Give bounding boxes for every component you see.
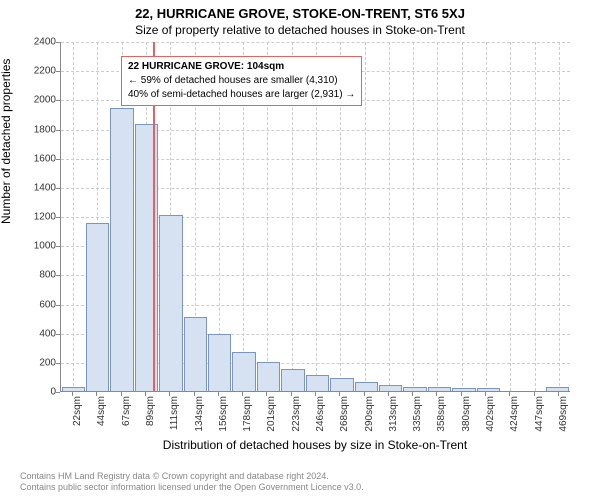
y-tick: 2000: [34, 95, 56, 106]
y-tick: 1800: [34, 124, 56, 135]
x-tick: 156sqm: [218, 396, 229, 432]
footer-line-1: Contains HM Land Registry data © Crown c…: [20, 471, 364, 483]
x-tick: 424sqm: [509, 396, 520, 432]
histogram-bar: [86, 223, 109, 391]
x-tick: 134sqm: [194, 396, 205, 432]
histogram-bar: [110, 108, 133, 391]
histogram-bar: [306, 375, 329, 391]
x-tick: 201sqm: [266, 396, 277, 432]
x-tick: 89sqm: [145, 396, 156, 426]
histogram-bar: [477, 388, 500, 391]
histogram-bar: [62, 387, 85, 391]
x-tick: 246sqm: [315, 396, 326, 432]
info-box-line-2: ← 59% of detached houses are smaller (4,…: [128, 74, 355, 88]
histogram-bar: [428, 387, 451, 391]
histogram-bar: [184, 317, 207, 391]
x-axis: 22sqm 44sqm 67sqm 89sqm 111sqm 134sqm 156sqm 17…: [60, 392, 570, 442]
histogram-bar: [208, 334, 231, 391]
x-tick: 268sqm: [339, 396, 350, 432]
y-tick: 1400: [34, 182, 56, 193]
y-tick: 2200: [34, 66, 56, 77]
histogram-bar: [330, 378, 353, 391]
x-tick: 44sqm: [96, 396, 107, 426]
y-axis: 0200400600800100012001400160018002000220…: [0, 42, 60, 392]
footer-line-2: Contains public sector information licen…: [20, 482, 364, 494]
y-tick: 600: [39, 299, 56, 310]
chart-area: 22 HURRICANE GROVE: 104sqm ← 59% of deta…: [60, 42, 570, 392]
info-box-line-1: 22 HURRICANE GROVE: 104sqm: [128, 60, 355, 74]
x-tick: 67sqm: [121, 396, 132, 426]
histogram-bar: [452, 388, 475, 391]
title-sub: Size of property relative to detached ho…: [0, 21, 600, 37]
footer-attribution: Contains HM Land Registry data © Crown c…: [20, 471, 364, 494]
y-tick: 1200: [34, 212, 56, 223]
y-tick: 2400: [34, 37, 56, 48]
histogram-bar: [257, 362, 280, 391]
x-tick: 178sqm: [242, 396, 253, 432]
x-tick: 447sqm: [534, 396, 545, 432]
y-tick: 1000: [34, 241, 56, 252]
x-tick: 335sqm: [412, 396, 423, 432]
y-tick: 400: [39, 328, 56, 339]
histogram-bar: [546, 387, 569, 391]
title-main: 22, HURRICANE GROVE, STOKE-ON-TRENT, ST6…: [0, 0, 600, 21]
info-box-line-3: 40% of semi-detached houses are larger (…: [128, 88, 355, 102]
histogram-bar: [281, 369, 304, 391]
x-tick: 223sqm: [291, 396, 302, 432]
x-tick: 380sqm: [461, 396, 472, 432]
histogram-bar: [159, 215, 182, 391]
y-tick: 200: [39, 357, 56, 368]
x-tick: 313sqm: [388, 396, 399, 432]
x-tick: 358sqm: [436, 396, 447, 432]
info-box: 22 HURRICANE GROVE: 104sqm ← 59% of deta…: [121, 56, 362, 106]
y-tick: 800: [39, 270, 56, 281]
x-tick: 111sqm: [169, 396, 180, 430]
x-tick: 22sqm: [72, 396, 83, 426]
x-tick: 402sqm: [485, 396, 496, 432]
histogram-bar: [379, 385, 402, 391]
histogram-bar: [232, 352, 255, 391]
x-tick: 290sqm: [364, 396, 375, 432]
y-tick: 1600: [34, 153, 56, 164]
x-tick: 469sqm: [558, 396, 569, 432]
x-axis-label: Distribution of detached houses by size …: [60, 438, 570, 452]
histogram-bar: [403, 387, 426, 391]
histogram-bar: [355, 382, 378, 391]
